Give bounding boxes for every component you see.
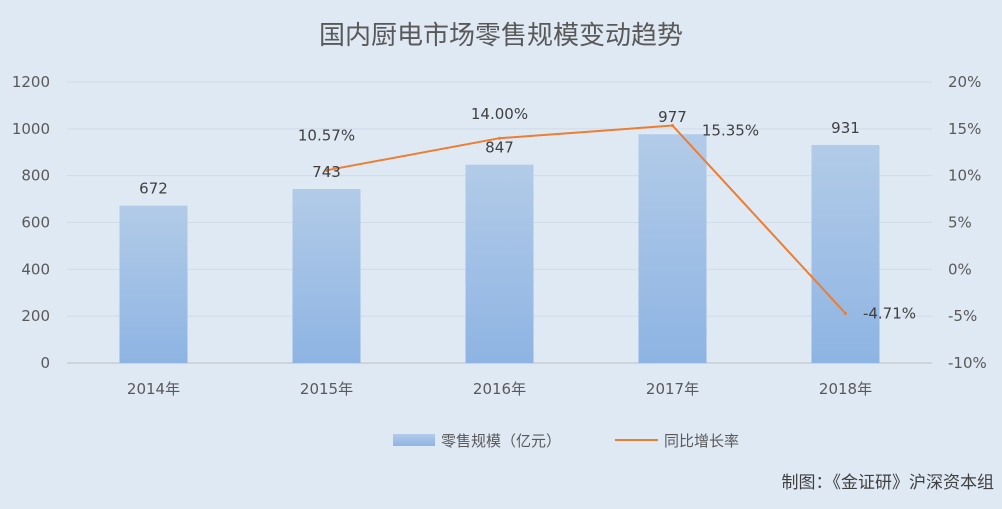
x-tick-label: 2017年 bbox=[646, 380, 699, 398]
legend-bar-swatch bbox=[393, 434, 435, 446]
line-value-label: 14.00% bbox=[471, 105, 528, 123]
bar bbox=[292, 189, 361, 363]
left-tick-label: 1000 bbox=[12, 120, 50, 138]
line-point bbox=[844, 311, 847, 315]
right-tick-label: 0% bbox=[948, 260, 972, 278]
line-value-label: 10.57% bbox=[298, 126, 355, 144]
bar bbox=[811, 144, 880, 363]
chart-title: 国内厨电市场零售规模变动趋势 bbox=[319, 21, 683, 51]
bar-series bbox=[119, 134, 880, 363]
bar-value-label: 743 bbox=[312, 163, 341, 181]
left-tick-label: 200 bbox=[21, 307, 50, 325]
legend: 零售规模（亿元） 同比增长率 bbox=[393, 432, 739, 450]
right-tick-label: 15% bbox=[948, 120, 981, 138]
left-tick-label: 1200 bbox=[12, 73, 50, 91]
left-tick-label: 0 bbox=[40, 354, 50, 372]
left-tick-label: 600 bbox=[21, 214, 50, 232]
right-tick-label: -10% bbox=[948, 354, 987, 372]
right-tick-label: 5% bbox=[948, 214, 972, 232]
legend-bar-label: 零售规模（亿元） bbox=[441, 432, 561, 450]
right-tick-label: 20% bbox=[948, 73, 981, 91]
x-tick-label: 2015年 bbox=[300, 380, 353, 398]
line-value-label: -4.71% bbox=[863, 304, 916, 322]
bar-value-label: 847 bbox=[485, 139, 514, 157]
x-tick-label: 2014年 bbox=[127, 380, 180, 398]
line-point bbox=[325, 168, 328, 172]
line-point bbox=[498, 136, 501, 140]
line-series bbox=[325, 124, 847, 315]
bar-value-label: 931 bbox=[831, 119, 860, 137]
x-tick-label: 2016年 bbox=[473, 380, 526, 398]
data-labels: 672 743 847 977 931 10.57% 14.00% 15.35% -4.71% bbox=[139, 105, 916, 322]
right-axis: -10% -5% 0% 5% 10% 15% 20% bbox=[948, 73, 987, 372]
line-point bbox=[671, 124, 674, 128]
line-value-label: 15.35% bbox=[702, 122, 759, 140]
bar bbox=[638, 134, 707, 363]
bar-value-label: 672 bbox=[139, 180, 168, 198]
growth-rate-line bbox=[326, 124, 847, 315]
left-tick-label: 400 bbox=[21, 260, 50, 278]
x-axis: 2014年 2015年 2016年 2017年 2018年 bbox=[127, 380, 872, 398]
right-tick-label: 10% bbox=[948, 167, 981, 185]
bar bbox=[465, 164, 534, 363]
source-note: 制图：《金证研》沪深资本组 bbox=[782, 473, 995, 493]
left-tick-label: 800 bbox=[21, 167, 50, 185]
legend-line-label: 同比增长率 bbox=[664, 432, 739, 450]
right-tick-label: -5% bbox=[948, 307, 977, 325]
bar-value-label: 977 bbox=[658, 108, 687, 126]
bar bbox=[119, 205, 188, 363]
x-tick-label: 2018年 bbox=[819, 380, 872, 398]
left-axis: 0 200 400 600 800 1000 1200 bbox=[12, 73, 50, 372]
